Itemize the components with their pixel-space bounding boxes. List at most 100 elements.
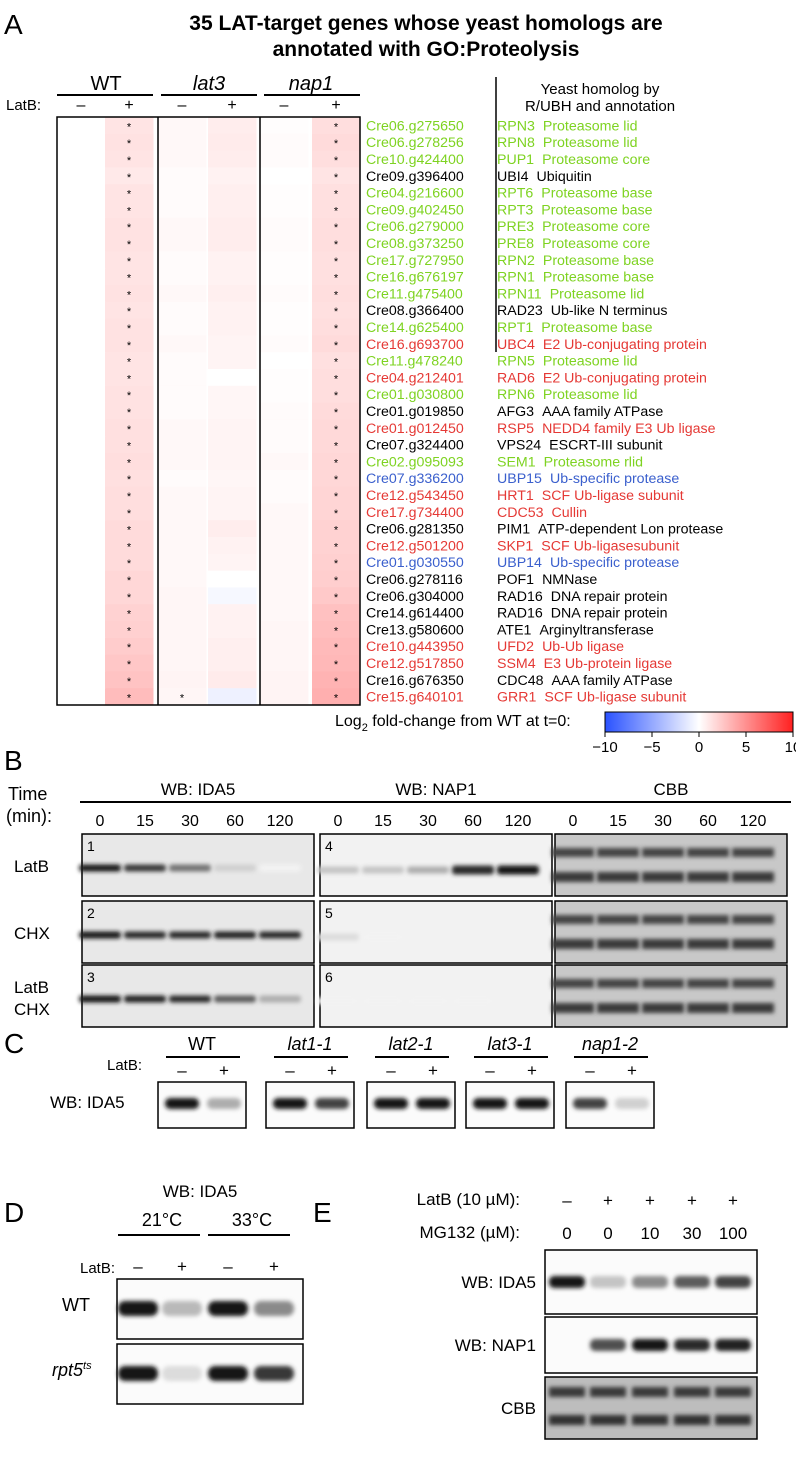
protein-band [632,1339,668,1351]
protein-band [169,864,211,872]
heatmap-cell [260,469,309,488]
heatmap-cell [208,486,257,504]
timepoint-label: 60 [464,813,482,830]
heatmap-cell [158,217,207,236]
heatmap-cell [158,369,207,387]
homolog-name: RPN6 [497,387,535,403]
homolog-name: RPT1 [497,320,533,336]
heatmap-cell [158,318,207,336]
colorbar-tick-label: 0 [695,739,703,756]
heatmap-cell [208,604,257,622]
protein-band [79,931,121,939]
legend-header-line2: R/UBH and annotation [525,98,675,115]
heatmap-cell [260,369,309,387]
heatmap-cell [260,184,309,202]
heatmap-cell [158,335,207,353]
heatmap-cell [312,385,361,404]
panel-a-title-line2: annotated with GO:Proteolysis [273,38,580,61]
heatmap-cell [312,654,361,672]
blot-number: 4 [325,838,333,854]
latb-plus-sign: + [331,97,340,114]
latb-label-e: LatB (10 µM): [417,1190,520,1209]
significance-asterisk: * [334,256,339,268]
homolog-name: RAD23 [497,303,543,319]
heatmap-cell [57,150,106,168]
heatmap-cell [158,520,207,538]
heatmap-cell [312,587,361,605]
cbb-band [552,915,594,924]
gene-id: Cre17.g727950 [366,253,464,269]
blot-membrane [554,900,788,964]
heatmap-cell [260,150,309,168]
protein-band [214,995,256,1003]
latb-value-e: + [728,1191,738,1210]
gene-label: Cre01.g019850 AFG3 AAA family ATPase [366,404,663,420]
significance-asterisk: * [127,222,132,234]
homolog-annotation: SCF Ub-ligase subunit [542,488,684,504]
protein-band [124,931,166,939]
heatmap-cell [260,637,309,656]
protein-band [273,1098,307,1109]
blot-number: 5 [325,905,333,921]
heatmap-cell [260,654,309,672]
wb-label-c: WB: IDA5 [50,1093,125,1112]
heatmap-cell [105,469,154,488]
heatmap-cell [208,117,257,135]
cbb-band [732,872,774,882]
significance-asterisk: * [334,609,339,621]
cbb-band [590,1415,626,1425]
heatmap-cell [158,301,207,320]
heatmap-cell [105,217,154,236]
heatmap-cell [57,184,106,202]
heatmap-cell [260,537,309,555]
cbb-band [674,1415,710,1425]
heatmap-cell [158,436,207,454]
protein-band [162,1366,202,1381]
heatmap-cell [105,486,154,504]
heatmap-cell [260,436,309,454]
homolog-name: VPS24 [497,438,541,454]
protein-band [632,1276,668,1288]
heatmap-cell [158,604,207,622]
protein-band [124,864,166,872]
heatmap-cell [312,117,361,135]
heatmap-cell [208,201,257,219]
heatmap-cell [312,335,361,353]
protein-band [374,1098,408,1109]
heatmap-cell [57,587,106,605]
cbb-band [732,848,774,857]
blot-membrane [554,964,788,1028]
heatmap-cell [158,469,207,488]
heatmap-cell [312,553,361,572]
heatmap-cell [105,369,154,387]
significance-asterisk: * [334,676,339,688]
heatmap-cell [312,133,361,152]
significance-asterisk: * [127,558,132,570]
heatmap-cell [105,234,154,252]
protein-band [549,1276,585,1288]
protein-band [362,866,404,874]
heatmap-cell [105,201,154,219]
blot-row-label-e: CBB [501,1399,536,1418]
significance-asterisk: * [127,189,132,201]
protein-band [254,1301,294,1316]
gene-label: Cre06.g275650 RPN3 Proteasome lid [366,118,638,134]
heatmap-cell [260,604,309,622]
heatmap-cell [158,637,207,656]
strain-label-c: lat3-1 [487,1034,532,1054]
protein-band [169,995,211,1003]
gene-id: Cre06.g304000 [366,589,464,605]
heatmap-cell [208,335,257,353]
mg132-value-e: 30 [683,1224,702,1243]
row-label-wt-d: WT [62,1295,90,1315]
heatmap-cell [158,352,207,370]
blot-membrane [554,833,788,897]
heatmap-cell [260,671,309,689]
protein-band [590,1276,626,1288]
gene-label: Cre16.g676350 CDC48 AAA family ATPase [366,673,673,689]
cbb-band [687,915,729,924]
homolog-annotation: Proteasome base [543,253,654,269]
protein-band [315,1098,349,1109]
gene-id: Cre12.g501200 [366,538,464,554]
heatmap-cell [208,217,257,236]
